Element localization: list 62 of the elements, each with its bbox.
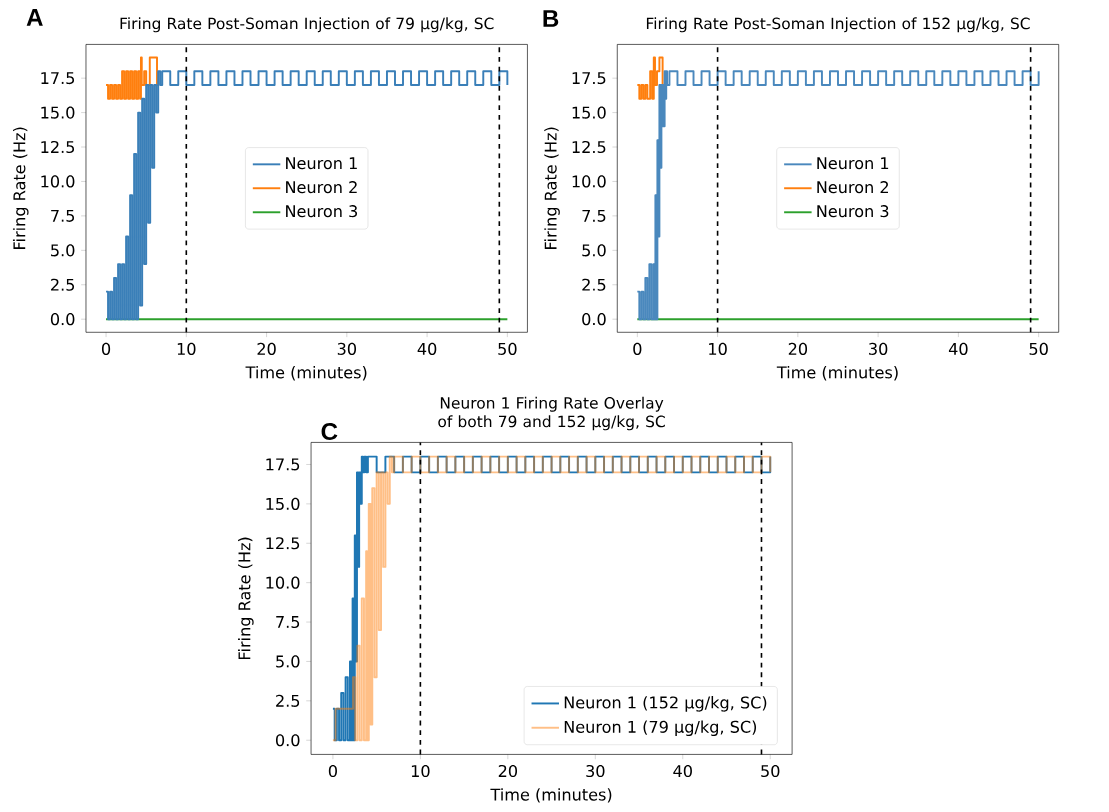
x-axis-title: Time (minutes) — [245, 365, 367, 381]
x-tick-label: 30 — [869, 342, 888, 355]
x-axis-title: Time (minutes) — [490, 787, 612, 803]
y-tick-label: 12.5 — [572, 140, 606, 153]
x-axis-title: Time (minutes) — [776, 365, 898, 381]
y-tick-label: 5.0 — [582, 244, 606, 257]
y-tick-label: 7.5 — [582, 209, 606, 222]
chart-title: Neuron 1 Firing Rate Overlay of both 79 and 152 µg/kg, SC — [438, 396, 665, 431]
y-tick-label: 5.0 — [51, 244, 75, 257]
y-axis-title: Firing Rate (Hz) — [12, 127, 29, 249]
y-tick-label: 10.0 — [266, 576, 300, 589]
legend-label: Neuron 3 — [817, 204, 889, 218]
y-tick-label: 17.5 — [266, 458, 300, 471]
y-tick-label: 0.0 — [582, 312, 606, 326]
y-tick-label: 7.5 — [51, 209, 75, 222]
legend-label: Neuron 1 (152 µg/kg, SC) — [564, 695, 767, 712]
y-tick-label: 15.0 — [41, 106, 75, 119]
x-tick-label: 40 — [948, 342, 968, 355]
y-tick-label: 2.5 — [582, 278, 606, 291]
y-tick-label: 17.5 — [572, 71, 606, 84]
chart-title: Firing Rate Post-Soman Injection of 79 µg/kg, SC — [120, 17, 494, 33]
legend-label: Neuron 3 — [286, 204, 358, 218]
legend-label: Neuron 2 — [286, 180, 357, 194]
legend-label: Neuron 2 — [817, 180, 888, 194]
x-tick-label: 10 — [177, 342, 196, 355]
legend-label: Neuron 1 — [817, 157, 889, 170]
x-tick-label: 40 — [673, 764, 692, 777]
text: C — [321, 422, 338, 440]
text: A — [26, 8, 43, 26]
y-tick-label: 10.0 — [41, 175, 75, 188]
legend-label: Neuron 1 (79 µg/kg, SC) — [564, 720, 757, 736]
x-tick-label: 10 — [709, 342, 727, 355]
y-tick-label: 2.5 — [51, 278, 75, 291]
x-tick-label: 20 — [788, 342, 808, 355]
y-axis-title: Firing Rate (Hz) — [238, 537, 254, 659]
x-tick-label: 50 — [761, 764, 780, 777]
y-axis-title: Firing Rate (Hz) — [544, 127, 560, 249]
x-tick-label: 50 — [1029, 342, 1048, 355]
x-tick-label: 40 — [417, 342, 437, 355]
x-tick-label: 0 — [633, 342, 642, 355]
x-tick-label: 0 — [328, 764, 337, 777]
y-tick-label: 7.5 — [276, 615, 300, 628]
y-tick-label: 15.0 — [266, 497, 300, 510]
x-tick-label: 0 — [101, 342, 111, 355]
y-tick-label: 0.0 — [275, 733, 300, 747]
x-tick-label: 50 — [498, 342, 517, 355]
y-tick-label: 5.0 — [276, 655, 300, 668]
text: B — [543, 10, 559, 27]
y-tick-label: 2.5 — [276, 694, 300, 707]
x-tick-label: 20 — [257, 342, 276, 355]
y-tick-label: 10.0 — [572, 175, 606, 188]
y-tick-label: 17.5 — [41, 71, 75, 84]
y-tick-label: 15.0 — [572, 106, 606, 119]
y-tick-label: 12.5 — [266, 536, 300, 550]
legend-label: Neuron 1 — [286, 157, 357, 170]
x-tick-label: 10 — [411, 764, 430, 777]
y-tick-label: 0.0 — [50, 312, 75, 326]
x-tick-label: 30 — [337, 342, 357, 355]
chart-title: Firing Rate Post-Soman Injection of 152 µg/kg, SC — [646, 17, 1030, 33]
x-tick-label: 30 — [586, 764, 605, 777]
y-tick-label: 12.5 — [41, 140, 75, 153]
x-tick-label: 20 — [498, 764, 518, 777]
